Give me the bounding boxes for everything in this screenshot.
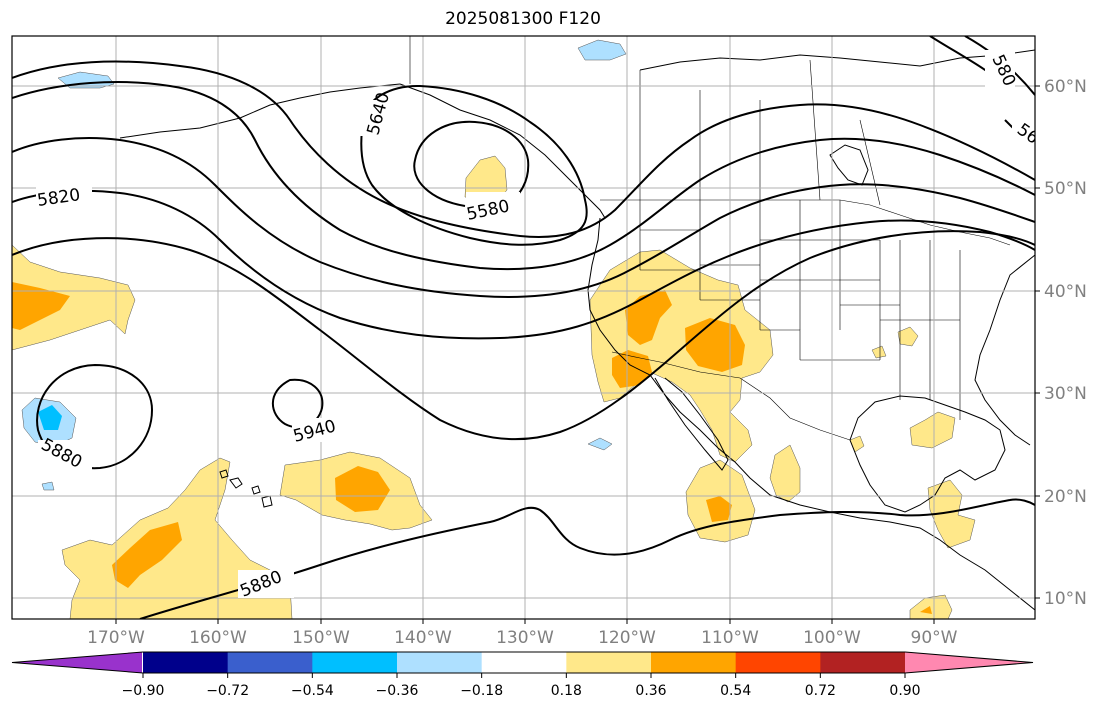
shade-yellow-west-pacific [12, 244, 136, 351]
shade-orange-mexico [706, 496, 732, 522]
lat-label-50n: 50°N [1044, 179, 1087, 199]
colorbar-tick-label: −0.54 [291, 683, 334, 699]
lon-label-140w: 140°W [394, 628, 452, 648]
shade-lightblue-small-west [41, 481, 55, 491]
contour-layer [12, 36, 1035, 619]
lon-label-170w: 170°W [87, 628, 145, 648]
shade-yellow-southeast-small [897, 326, 919, 347]
border-us-states-central [760, 200, 961, 420]
colorbar-tick-label: 0.36 [635, 683, 666, 699]
contour-5880-south [139, 498, 1035, 619]
contour-5820-lower [12, 189, 1035, 340]
colorbar-bin-light-yellow [566, 652, 652, 673]
shade-orange-hawaii-east [335, 466, 390, 512]
coastline-aleutians [119, 83, 401, 139]
coastline-arctic [639, 49, 1035, 71]
contour-labels: 5640 5820 5580 5940 5880 5880 580 56 [36, 50, 1035, 602]
shade-orange-southern-ca [612, 350, 652, 388]
longitude-axis: 170°W 160°W 150°W 140°W 130°W 120°W 110°… [87, 619, 958, 648]
coastline-hawaii [229, 477, 273, 508]
coastline-north-america-west [587, 217, 1035, 611]
contour-5580-low [413, 120, 530, 207]
shade-yellow-gulf-east [909, 411, 956, 449]
shade-yellow-plains-small [871, 345, 887, 359]
contour-5640 [360, 84, 588, 246]
lon-label-150w: 150°W [292, 628, 350, 648]
coastline-alaska [399, 83, 606, 219]
graticule [12, 36, 1035, 619]
contour-5880-west-closed [36, 363, 154, 470]
lat-label-20n: 20°N [1044, 487, 1087, 507]
coastline-layer [119, 49, 1035, 611]
colorbar-tick-label: −0.18 [460, 683, 503, 699]
contour-5820 [12, 137, 1035, 298]
lon-label-90w: 90°W [911, 628, 958, 648]
contour-upper-1 [12, 60, 1035, 238]
borders-layer [409, 36, 1011, 441]
coastline-hudson [829, 144, 869, 186]
shade-orange-california [625, 290, 672, 345]
shade-lightblue-small-pacific [587, 437, 613, 451]
shade-orange-bottom-right [920, 606, 932, 614]
colorbar-tick-label: −0.90 [122, 683, 165, 699]
coastline-baja [654, 377, 729, 471]
shade-orange-south-pacific [112, 522, 182, 588]
lat-label-40n: 40°N [1044, 282, 1087, 302]
lat-label-30n: 30°N [1044, 384, 1087, 404]
coastline-hawaii-2 [219, 469, 229, 479]
shade-lightblue-northeast-pacific [577, 39, 627, 61]
lon-label-110w: 110°W [701, 628, 759, 648]
border-canada-provinces [639, 59, 881, 206]
colorbar-tick-label: 0.72 [805, 683, 836, 699]
coastline-gulf-of-mexico [849, 395, 1006, 513]
map-title: 2025081300 F120 [445, 9, 601, 29]
colorbar-tick-label: −0.72 [206, 683, 249, 699]
colorbar-bin-firebrick [820, 652, 906, 673]
lat-label-10n: 10°N [1044, 589, 1087, 609]
shade-orange-west-pacific [12, 282, 70, 330]
colorbar-tick-label: 0.18 [551, 683, 582, 699]
colorbar-bin-deep-sky-blue [312, 652, 398, 673]
coastline-us-east [974, 254, 1035, 446]
colorbar-tick-label: 0.90 [889, 683, 920, 699]
shade-deepblue-west-low [38, 405, 62, 430]
colorbar-bin-light-blue [397, 652, 483, 673]
colorbar-bin-navy [143, 652, 229, 673]
lon-label-120w: 120°W [598, 628, 656, 648]
colorbar-bin-orange-red [735, 652, 821, 673]
colorbar-bin-orange [651, 652, 737, 673]
lat-label-60n: 60°N [1044, 77, 1087, 97]
colorbar-bin-white [481, 652, 567, 673]
lon-label-160w: 160°W [189, 628, 247, 648]
colorbar-bin-royal-blue [227, 652, 313, 673]
colorbar: −0.90 −0.72 −0.54 −0.36 −0.18 0.18 0.36 0.54 0.7… [11, 651, 1034, 699]
colorbar-tick-label: 0.54 [720, 683, 751, 699]
shade-yellow-gulf [769, 444, 801, 503]
border-us-mexico [611, 351, 851, 441]
map-frame [11, 35, 1036, 620]
colorbar-extend-high [905, 652, 1033, 673]
lon-label-130w: 130°W [496, 628, 554, 648]
contour-5880-mid [12, 230, 1035, 441]
latitude-axis: 60°N 50°N 40°N 30°N 20°N 10°N [1035, 77, 1087, 609]
contour-upper-2 [12, 81, 1035, 271]
colorbar-tick-label: −0.36 [376, 683, 419, 699]
colorbar-extend-low [12, 652, 142, 673]
lon-label-100w: 100°W [803, 628, 861, 648]
